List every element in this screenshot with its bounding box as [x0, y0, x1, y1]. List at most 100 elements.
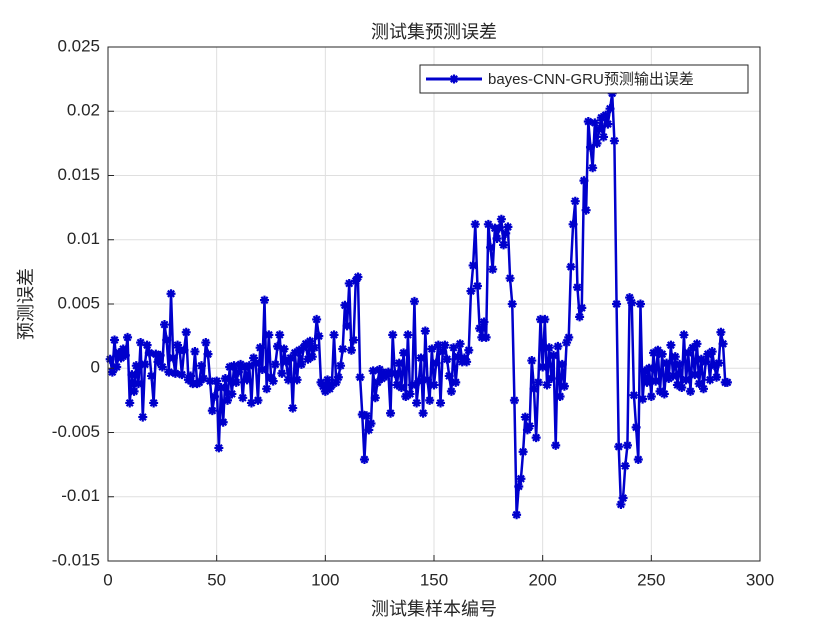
marker	[242, 375, 252, 385]
x-tick-label: 250	[637, 570, 665, 589]
x-tick-label: 100	[311, 570, 339, 589]
marker	[627, 298, 637, 308]
marker	[394, 358, 404, 368]
marker	[596, 113, 606, 123]
marker	[214, 443, 224, 453]
marker	[207, 406, 217, 416]
marker	[412, 398, 422, 408]
marker	[577, 303, 587, 313]
y-tick-label: 0.02	[67, 101, 100, 120]
marker	[425, 395, 435, 405]
grid	[107, 46, 761, 562]
marker	[418, 408, 428, 418]
marker	[557, 359, 567, 369]
marker	[455, 339, 465, 349]
marker	[507, 299, 517, 309]
marker	[572, 282, 582, 292]
marker	[205, 376, 215, 386]
marker	[312, 314, 322, 324]
marker	[218, 417, 228, 427]
x-axis-label: 测试集样本编号	[371, 599, 497, 620]
marker	[672, 380, 682, 390]
marker	[505, 273, 515, 283]
marker	[664, 374, 674, 384]
marker	[633, 454, 643, 464]
marker	[386, 408, 396, 418]
marker	[320, 386, 330, 396]
marker	[462, 357, 472, 367]
marker	[520, 412, 530, 422]
marker	[110, 335, 120, 345]
marker	[629, 390, 639, 400]
marker	[125, 398, 135, 408]
marker	[186, 371, 196, 381]
marker	[351, 276, 361, 286]
marker	[166, 289, 176, 299]
marker	[644, 363, 654, 373]
marker	[616, 499, 626, 509]
marker	[544, 343, 554, 353]
marker	[140, 359, 150, 369]
marker	[173, 340, 183, 350]
marker	[327, 380, 337, 390]
marker	[575, 312, 585, 322]
marker	[496, 214, 506, 224]
marker	[396, 383, 406, 393]
marker	[136, 338, 146, 348]
marker	[359, 454, 369, 464]
marker	[429, 380, 439, 390]
marker	[433, 340, 443, 350]
marker	[690, 370, 700, 380]
marker	[273, 341, 283, 351]
marker	[253, 395, 263, 405]
marker	[459, 353, 469, 363]
marker	[620, 461, 630, 471]
marker	[646, 392, 656, 402]
marker	[525, 421, 535, 431]
marker	[503, 222, 513, 232]
marker	[372, 377, 382, 387]
marker	[225, 362, 235, 372]
marker	[244, 361, 254, 371]
marker	[696, 354, 706, 364]
marker	[714, 358, 724, 368]
marker	[651, 376, 661, 386]
marker	[377, 374, 387, 384]
marker	[449, 343, 459, 353]
marker	[209, 392, 219, 402]
marker	[120, 350, 130, 360]
marker	[249, 353, 259, 363]
y-tick-label: -0.01	[61, 486, 100, 505]
marker	[594, 124, 604, 134]
marker	[640, 366, 650, 376]
y-tick-label: 0.025	[57, 36, 100, 55]
marker	[179, 345, 189, 355]
marker	[303, 354, 313, 364]
marker	[670, 352, 680, 362]
marker	[631, 422, 641, 432]
marker	[357, 410, 367, 420]
marker	[190, 347, 200, 357]
marker	[183, 375, 193, 385]
marker	[275, 330, 285, 340]
marker	[127, 370, 137, 380]
marker	[442, 354, 452, 364]
marker	[470, 219, 480, 229]
marker	[635, 299, 645, 309]
marker	[133, 379, 143, 389]
marker	[677, 383, 687, 393]
marker	[492, 233, 502, 243]
marker	[514, 481, 524, 491]
marker	[499, 240, 509, 250]
marker	[405, 389, 415, 399]
marker	[123, 332, 133, 342]
marker	[281, 357, 291, 367]
marker	[555, 392, 565, 402]
marker	[338, 344, 348, 354]
marker	[438, 347, 448, 357]
marker	[129, 386, 139, 396]
marker	[622, 440, 632, 450]
marker	[286, 353, 296, 363]
marker	[581, 205, 591, 215]
marker	[257, 365, 267, 375]
